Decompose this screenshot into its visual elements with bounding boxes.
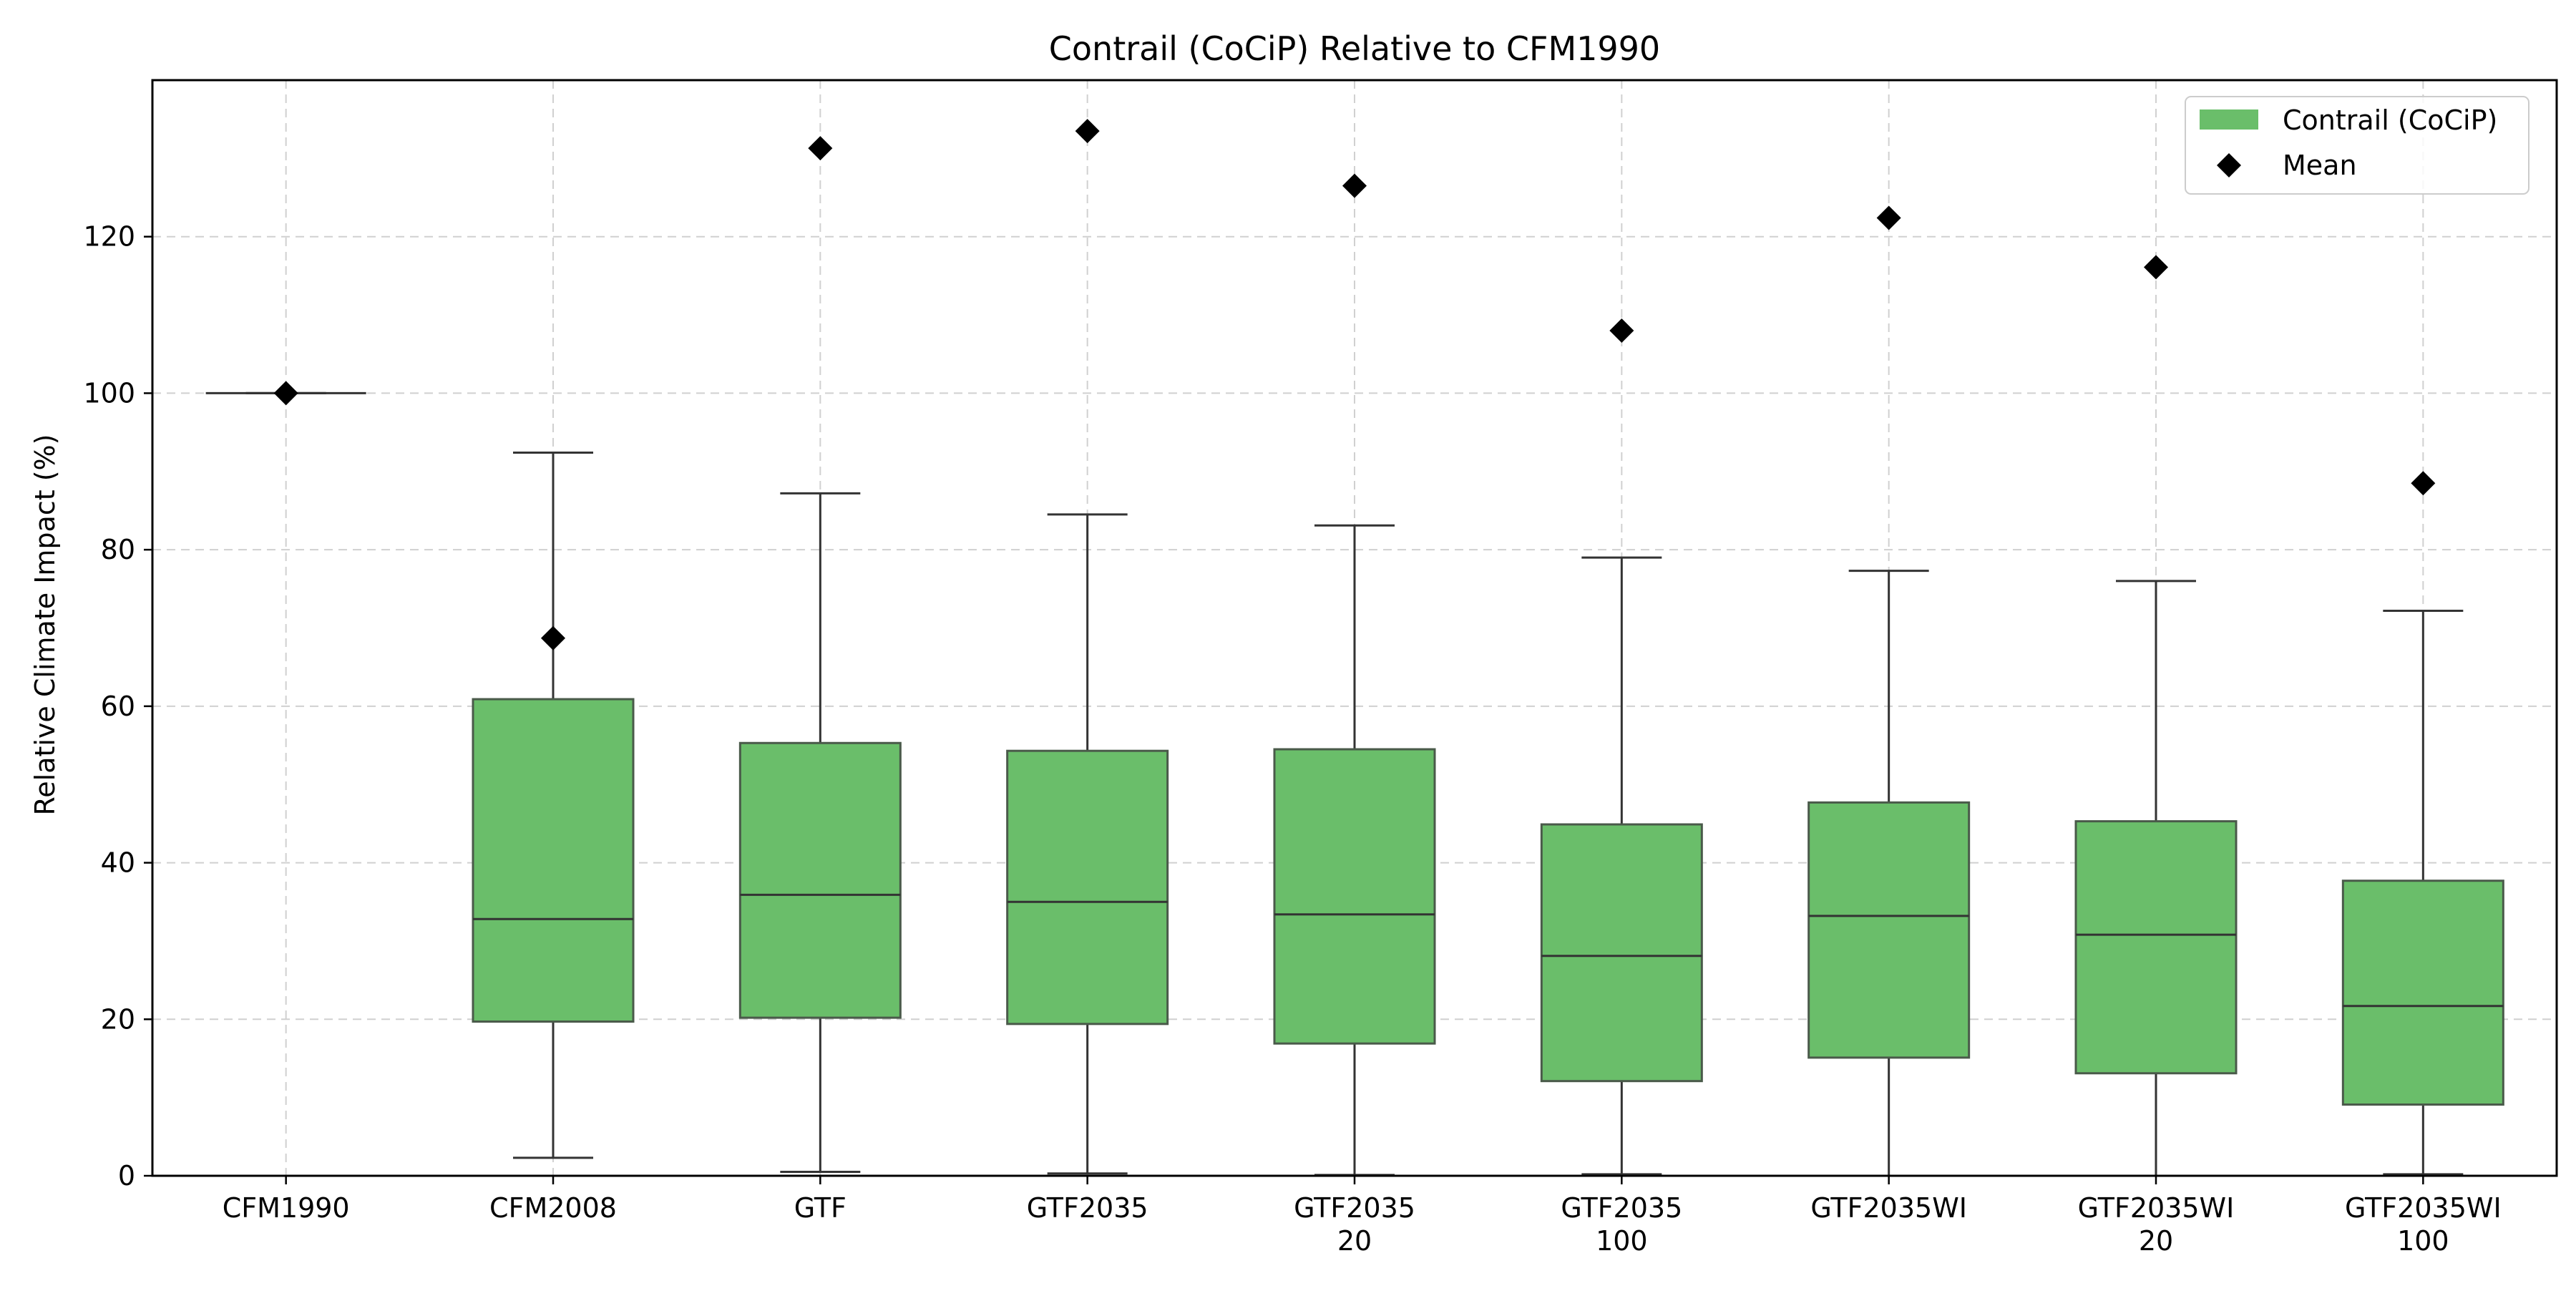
x-tick-label: GTF2035 xyxy=(1561,1192,1682,1224)
iqr-box xyxy=(1273,748,1436,1045)
box-group xyxy=(738,492,902,1174)
legend-label-mean: Mean xyxy=(2283,150,2357,181)
y-tick-label: 80 xyxy=(101,534,135,565)
chart-title: Contrail (CoCiP) Relative to CFM1990 xyxy=(1049,29,1660,68)
x-tick-label: 100 xyxy=(2397,1225,2449,1257)
mean-marker xyxy=(808,136,833,161)
y-tick-label: 120 xyxy=(83,221,135,253)
x-tick-label: GTF2035WI xyxy=(2345,1192,2502,1224)
box-group xyxy=(2074,580,2238,1177)
legend-box-swatch xyxy=(2200,109,2258,130)
mean-marker xyxy=(2144,255,2168,280)
y-tick-label: 20 xyxy=(101,1003,135,1035)
box-group xyxy=(1807,570,1971,1177)
x-tick-label: GTF2035WI xyxy=(1810,1192,1967,1224)
legend-label-contrail: Contrail (CoCiP) xyxy=(2283,104,2497,136)
iqr-box xyxy=(738,741,902,1019)
y-axis-label: Relative Climate Impact (%) xyxy=(29,434,61,816)
mean-marker xyxy=(1075,119,1100,144)
y-tick-label: 40 xyxy=(101,847,135,879)
iqr-box xyxy=(2074,820,2238,1075)
y-tick-label: 0 xyxy=(118,1160,135,1192)
iqr-box xyxy=(472,698,635,1023)
x-tick-label: CFM1990 xyxy=(223,1192,350,1224)
box-series xyxy=(205,391,2504,1177)
legend-mean-diamond-icon xyxy=(2217,153,2241,177)
box-group xyxy=(1540,556,1703,1176)
mean-marker xyxy=(1609,318,1634,343)
x-tick-label: GTF2035 xyxy=(1027,1192,1148,1224)
x-tick-label: GTF2035WI xyxy=(2078,1192,2235,1224)
x-tick-label: GTF2035 xyxy=(1294,1192,1415,1224)
y-tick-label: 60 xyxy=(101,691,135,722)
mean-marker xyxy=(1342,173,1367,198)
legend: Contrail (CoCiP) Mean xyxy=(2185,96,2529,195)
iqr-box xyxy=(1540,823,1703,1083)
mean-markers xyxy=(273,119,2436,651)
legend-frame xyxy=(2185,96,2529,195)
axis-ticks: 0 20 40 60 80 100 120 CFM1990 CFM2008 GTF GTF2035 G… xyxy=(83,221,2501,1257)
x-tick-label: GTF xyxy=(794,1192,847,1224)
box-group xyxy=(472,452,635,1159)
mean-marker xyxy=(1876,205,1901,230)
box-group xyxy=(1273,524,1436,1176)
iqr-box xyxy=(1807,801,1971,1059)
y-tick-label: 100 xyxy=(83,377,135,409)
box-group xyxy=(1006,513,1169,1175)
x-tick-label: 20 xyxy=(2139,1225,2173,1257)
box-group xyxy=(2341,609,2504,1176)
x-tick-label: 100 xyxy=(1596,1225,1648,1257)
mean-marker xyxy=(2411,471,2436,496)
mean-marker xyxy=(273,381,298,406)
mean-marker xyxy=(541,625,565,651)
x-tick-label: CFM2008 xyxy=(489,1192,617,1224)
iqr-box xyxy=(1006,749,1169,1026)
iqr-box xyxy=(2341,880,2504,1106)
x-tick-label: 20 xyxy=(1337,1225,1372,1257)
